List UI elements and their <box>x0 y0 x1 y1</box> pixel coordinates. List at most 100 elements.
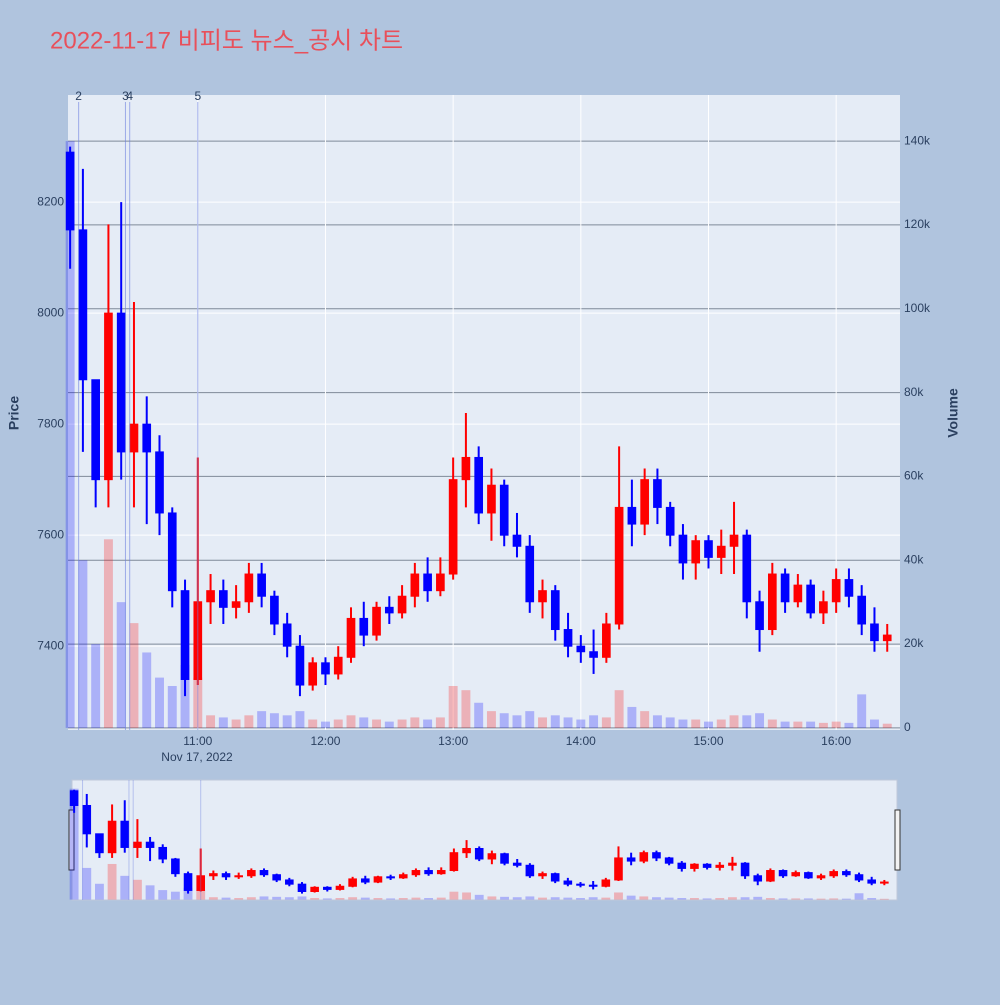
volume-bar <box>321 721 330 728</box>
candle-body <box>729 534 739 547</box>
mini-volume-bar <box>436 897 446 900</box>
x-tick-label: 15:00 <box>693 734 723 748</box>
mini-candle-body <box>804 872 813 879</box>
mini-volume-bar <box>652 897 661 900</box>
mini-volume-bar <box>69 788 79 900</box>
mini-volume-bar <box>94 883 104 900</box>
volume-bar <box>793 721 803 728</box>
mini-candle-body <box>563 880 573 885</box>
mini-volume-bar <box>879 898 889 900</box>
y-tick-label: 8200 <box>37 194 64 208</box>
volume-bar <box>869 719 879 728</box>
mini-candle-body <box>639 852 649 862</box>
mini-candle-body <box>512 862 522 866</box>
event-label: 4 <box>126 89 133 103</box>
candle-body <box>780 573 790 603</box>
volume-bar <box>678 719 688 728</box>
volume-bar <box>652 715 662 728</box>
mini-candle-body <box>766 870 775 882</box>
volume-bar <box>512 715 522 728</box>
candle-body <box>882 634 892 642</box>
mini-candle-body <box>259 870 269 876</box>
mini-candle-body <box>158 846 168 860</box>
volume-bar <box>538 717 547 728</box>
mini-candle-body <box>285 879 294 885</box>
mini-candle-body <box>550 873 560 882</box>
y2-tick-label: 0 <box>904 720 911 734</box>
slider-handle[interactable] <box>894 809 901 871</box>
candle-body <box>716 545 726 558</box>
mini-volume-bar <box>234 898 244 900</box>
mini-candle-body <box>209 873 218 877</box>
volume-bar <box>755 713 765 728</box>
mini-candle-body <box>778 870 788 877</box>
mini-volume-bar <box>867 898 877 900</box>
mini-volume-bar <box>170 891 180 900</box>
volume-bar <box>78 560 88 728</box>
mini-volume-bar <box>563 897 573 900</box>
chart-title: 2022-11-17 비피도 뉴스_공시 차트 <box>50 27 403 54</box>
mini-volume-bar <box>816 898 826 900</box>
volume-bar <box>295 711 305 728</box>
mini-candle-body <box>664 857 674 864</box>
volume-bar <box>742 715 752 728</box>
x-tick-label: 12:00 <box>310 734 340 748</box>
candle-body <box>806 584 815 614</box>
volume-bar <box>384 721 394 728</box>
candle-body <box>512 534 522 547</box>
volume-bar <box>729 715 739 728</box>
volume-bar <box>346 715 356 728</box>
mini-volume-bar <box>614 892 623 900</box>
candle-body <box>793 584 803 603</box>
mini-volume-bar <box>841 898 851 900</box>
volume-bar <box>257 711 267 728</box>
mini-candle-body <box>247 870 256 877</box>
mini-candle-body <box>272 874 281 881</box>
candle-body <box>831 579 841 603</box>
plot-area <box>68 95 900 730</box>
volume-bar <box>231 719 241 728</box>
mini-candle-body <box>171 858 180 875</box>
x-tick-label: 16:00 <box>821 734 851 748</box>
range-slider[interactable] <box>71 779 898 901</box>
volume-bar <box>65 141 75 728</box>
candle-body <box>525 545 535 603</box>
candle-body <box>487 484 496 514</box>
mini-volume-bar <box>550 897 560 900</box>
mini-volume-bar <box>158 890 168 900</box>
mini-volume-bar <box>626 895 636 900</box>
mini-candle-body <box>120 820 130 848</box>
mini-candle-body <box>335 885 345 890</box>
volume-bar <box>691 719 701 728</box>
candle-body <box>321 662 330 675</box>
candle-body <box>333 656 343 675</box>
candle-body <box>870 623 879 642</box>
mini-volume-bar <box>360 897 370 900</box>
mini-volume-bar <box>702 898 712 900</box>
volume-bar <box>180 665 190 728</box>
volume-bar <box>244 715 254 728</box>
candle-body <box>614 506 624 625</box>
candle-body <box>602 623 611 658</box>
mini-volume-bar <box>525 896 535 900</box>
slider-handle[interactable] <box>68 809 75 871</box>
candle-body <box>665 506 675 536</box>
volume-bar <box>550 715 560 728</box>
candle-body <box>423 573 432 592</box>
mini-candle-body <box>221 873 231 878</box>
candle-body <box>384 606 394 614</box>
candle-body <box>436 573 445 592</box>
mini-volume-bar <box>196 890 206 900</box>
mini-volume-bar <box>500 896 509 900</box>
volume-bar <box>767 719 777 728</box>
mini-candle-body <box>525 864 535 877</box>
y2-tick-label: 120k <box>904 217 931 231</box>
candle-body <box>116 312 126 453</box>
mini-candle-body <box>82 804 92 835</box>
mini-volume-bar <box>82 867 92 900</box>
mini-volume-bar <box>120 875 130 900</box>
volume-bar <box>576 719 586 728</box>
mini-volume-bar <box>221 897 231 900</box>
mini-candle-body <box>133 841 142 848</box>
